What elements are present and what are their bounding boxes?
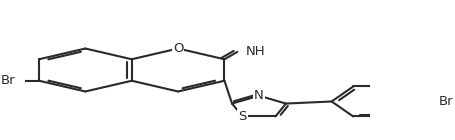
Text: N: N: [253, 89, 263, 102]
Text: Br: Br: [1, 74, 15, 87]
Text: S: S: [238, 110, 246, 123]
Text: NH: NH: [245, 45, 265, 58]
Text: O: O: [172, 42, 183, 55]
Text: Br: Br: [438, 95, 453, 108]
